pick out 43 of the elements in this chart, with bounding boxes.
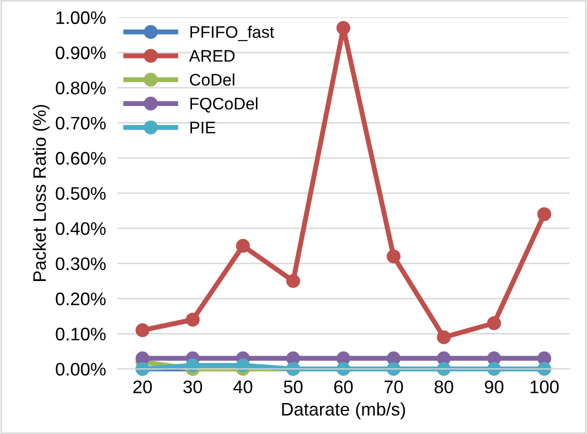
point	[487, 316, 502, 330]
y-tick-label: 0.40%	[56, 222, 106, 236]
point	[336, 20, 350, 35]
legend-label: CoDel	[190, 73, 234, 86]
x-tick-label: 50	[284, 380, 303, 394]
y-tick-label: 0.30%	[56, 257, 106, 270]
point	[236, 238, 250, 253]
x-tick-label: 60	[334, 380, 353, 394]
x-tick-label: 100	[530, 380, 559, 394]
y-tick-label: 1.00%	[56, 11, 106, 24]
x-tick-label: 70	[384, 380, 403, 394]
point	[236, 358, 250, 372]
point	[336, 362, 350, 376]
point	[286, 274, 300, 288]
point	[537, 362, 552, 376]
x-tick-label: 40	[233, 380, 252, 394]
point	[537, 207, 552, 222]
point	[487, 362, 502, 376]
legend-label: PIE	[190, 122, 216, 134]
y-axis-title: Packet Loss Ratio (%)	[32, 104, 50, 281]
y-tick-label: 0.60%	[56, 152, 106, 165]
point	[386, 362, 401, 376]
legend-label: PFIFO_fast	[190, 26, 274, 42]
x-tick-label: 90	[484, 380, 504, 394]
legend-label: ARED	[189, 50, 235, 62]
y-tick-label: 0.90%	[56, 46, 106, 60]
y-tick-label: 0.00%	[56, 362, 106, 376]
point	[186, 358, 200, 372]
y-tick-label: 0.20%	[56, 292, 106, 306]
x-axis-title: Datarate (mb/s)	[282, 402, 405, 420]
y-tick-label: 0.10%	[56, 328, 106, 340]
point	[436, 362, 451, 376]
x-tick-label: 80	[434, 380, 454, 394]
x-tick-label: 20	[133, 380, 152, 394]
point	[186, 312, 200, 327]
y-tick-label: 0.80%	[56, 82, 106, 94]
point	[386, 249, 401, 264]
y-tick-label: 0.70%	[56, 116, 106, 130]
point	[136, 323, 150, 338]
point	[436, 330, 451, 344]
legend-label: FQCoDel	[190, 97, 258, 113]
y-tick-label: 0.50%	[56, 187, 106, 200]
x-tick-label: 30	[183, 380, 202, 394]
